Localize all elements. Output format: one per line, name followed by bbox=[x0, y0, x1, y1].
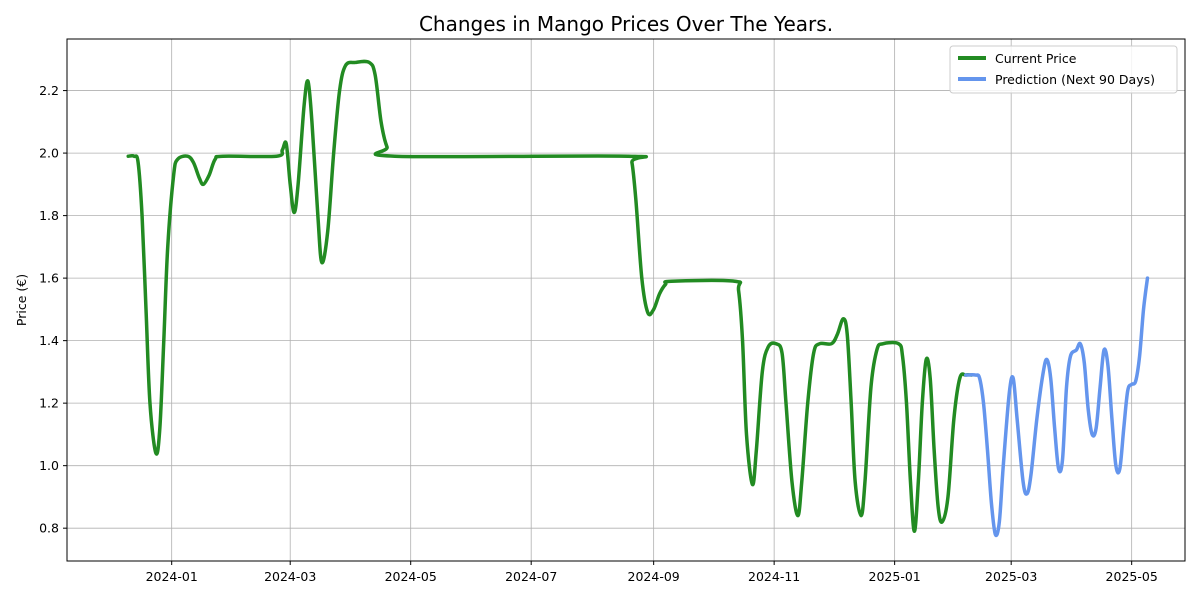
x-tick-label: 2025-01 bbox=[869, 569, 921, 584]
x-tick-label: 2024-07 bbox=[505, 569, 557, 584]
y-tick-label: 1.4 bbox=[39, 333, 59, 348]
y-tick-label: 1.2 bbox=[39, 396, 59, 411]
series-line-current-price bbox=[126, 59, 974, 534]
y-tick-label: 1.0 bbox=[39, 458, 59, 473]
x-tick-label: 2024-01 bbox=[146, 569, 198, 584]
y-tick-label: 0.8 bbox=[39, 521, 59, 536]
series-lines bbox=[126, 59, 1150, 538]
legend-label-current-price: Current Price bbox=[995, 51, 1077, 66]
series-line-prediction bbox=[964, 276, 1150, 538]
y-tick-label: 2.0 bbox=[39, 146, 59, 161]
axis-ticks: 2024-01 2024-03 2024-05 2024-07 2024-09 2024-… bbox=[39, 83, 1158, 584]
chart-title: Changes in Mango Prices Over The Years. bbox=[419, 12, 833, 36]
x-tick-label: 2024-09 bbox=[628, 569, 680, 584]
x-tick-label: 2024-11 bbox=[748, 569, 800, 584]
x-tick-label: 2024-03 bbox=[264, 569, 316, 584]
y-axis-title: Price (€) bbox=[14, 274, 29, 326]
y-tick-label: 1.8 bbox=[39, 208, 59, 223]
x-tick-label: 2025-03 bbox=[985, 569, 1037, 584]
plot-frame bbox=[66, 38, 1186, 562]
x-tick-label: 2024-05 bbox=[385, 569, 437, 584]
legend-box bbox=[949, 45, 1178, 94]
y-tick-label: 1.6 bbox=[39, 271, 59, 286]
legend-label-prediction: Prediction (Next 90 Days) bbox=[995, 72, 1155, 87]
x-tick-label: 2025-05 bbox=[1106, 569, 1158, 584]
y-tick-label: 2.2 bbox=[39, 83, 59, 98]
legend: Current Price Prediction (Next 90 Days) bbox=[949, 45, 1178, 94]
